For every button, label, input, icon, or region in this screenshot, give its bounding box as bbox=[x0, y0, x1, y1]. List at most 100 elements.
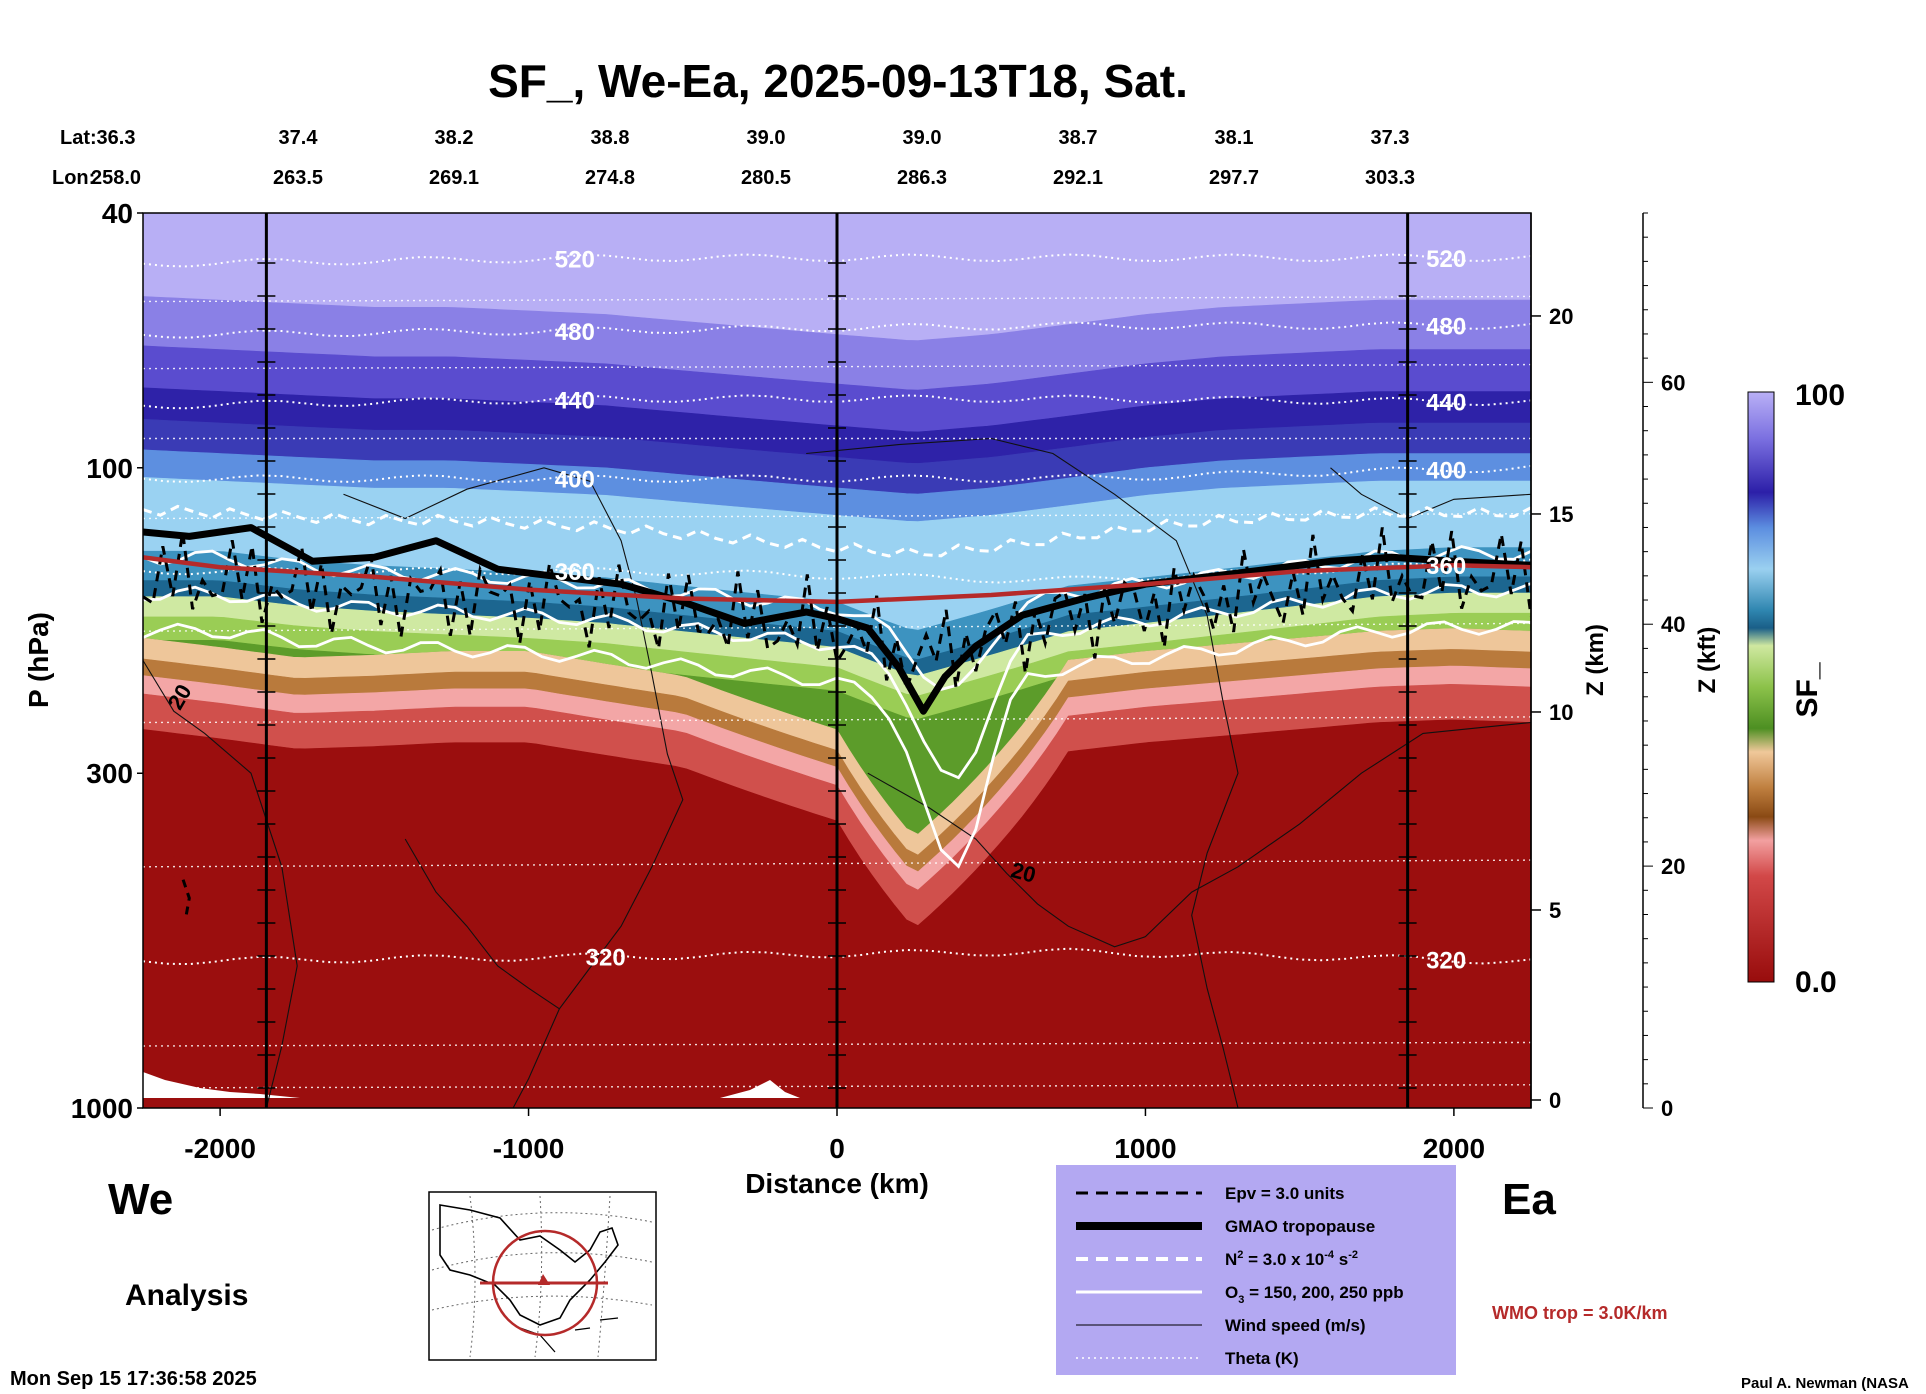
axes: 40 100 300 1000 -2000 -1000 0 1000 2000 0 5 10 15 20 0… bbox=[71, 198, 1686, 1164]
legend-label: Epv = 3.0 units bbox=[1225, 1184, 1345, 1203]
legend-label-part: N bbox=[1225, 1250, 1237, 1269]
theta-label: 480 bbox=[1426, 314, 1466, 341]
lon-value: 292.1 bbox=[1053, 167, 1103, 189]
legend-label-part: GMAO tropopause bbox=[1225, 1217, 1375, 1236]
x-tick-label: -1000 bbox=[493, 1133, 565, 1164]
gmao-tropopause-line bbox=[143, 524, 1531, 715]
credit: Paul A. Newman (NASA bbox=[1741, 1375, 1909, 1392]
analysis-label: Analysis bbox=[125, 1279, 248, 1312]
lat-label: Lat: bbox=[60, 127, 97, 149]
legend-label-part: s bbox=[1334, 1250, 1348, 1269]
theta-label: 440 bbox=[555, 387, 595, 414]
z-kft-label: Z (kft) bbox=[1694, 627, 1721, 694]
theta-label: 480 bbox=[555, 319, 595, 346]
theta-label: 520 bbox=[1426, 246, 1466, 273]
chart-title: SF_, We-Ea, 2025-09-13T18, Sat. bbox=[488, 55, 1188, 107]
theta-label: 320 bbox=[586, 945, 626, 972]
legend-label-part: = 3.0 x 10 bbox=[1243, 1250, 1324, 1269]
lat-value: 37.4 bbox=[279, 127, 319, 149]
legend-label-part: Epv = 3.0 units bbox=[1225, 1184, 1345, 1203]
lon-value: 286.3 bbox=[897, 167, 947, 189]
theta-label: 320 bbox=[1426, 948, 1466, 975]
y-tick-label: 40 bbox=[102, 198, 133, 229]
z-km-tick-label: 5 bbox=[1549, 898, 1561, 923]
epv-contours bbox=[143, 527, 1531, 916]
y-tick-label: 300 bbox=[86, 758, 133, 789]
legend: Epv = 3.0 units GMAO tropopause N2 = 3.0 x… bbox=[1076, 1184, 1404, 1368]
legend-box bbox=[1056, 1165, 1456, 1375]
lat-value: 39.0 bbox=[747, 127, 786, 149]
colorbar-max: 100 bbox=[1795, 379, 1845, 412]
lat-lon-row: 36.3 258.0 37.4 263.5 38.2 269.1 38.8 274.8 39.0… bbox=[91, 127, 1415, 189]
wind-line bbox=[806, 437, 1239, 1108]
lat-value: 37.3 bbox=[1371, 127, 1410, 149]
theta-label: 400 bbox=[555, 467, 595, 494]
lon-value: 280.5 bbox=[741, 167, 791, 189]
x-tick-label: 1000 bbox=[1114, 1133, 1176, 1164]
epv-line bbox=[181, 879, 191, 916]
wind-line bbox=[343, 467, 684, 1108]
wind-line bbox=[867, 721, 1531, 948]
theta-label: 520 bbox=[555, 246, 595, 273]
lat-value: 38.7 bbox=[1059, 127, 1098, 149]
wind-line bbox=[404, 838, 560, 1010]
vertical-markers bbox=[257, 213, 1417, 1108]
legend-label-part: 3 bbox=[1238, 1294, 1244, 1306]
y-axis-label: P (hPa) bbox=[23, 612, 54, 708]
z-kft-tick-label: 20 bbox=[1661, 854, 1685, 879]
lat-value: 38.1 bbox=[1215, 127, 1254, 149]
colorbar-label: SF_ bbox=[1791, 662, 1824, 717]
z-kft-tick-label: 40 bbox=[1661, 612, 1685, 637]
legend-label-part: -4 bbox=[1324, 1249, 1335, 1261]
lon-value: 258.0 bbox=[91, 167, 141, 189]
z-km-tick-label: 10 bbox=[1549, 700, 1573, 725]
x-tick-label: 0 bbox=[829, 1133, 845, 1164]
colorbar-min: 0.0 bbox=[1795, 966, 1837, 999]
z-km-tick-label: 20 bbox=[1549, 304, 1573, 329]
z-kft-tick-label: 60 bbox=[1661, 370, 1685, 395]
lon-value: 263.5 bbox=[273, 167, 323, 189]
legend-label-part: -2 bbox=[1348, 1249, 1358, 1261]
lat-value: 38.2 bbox=[435, 127, 474, 149]
lon-value: 269.1 bbox=[429, 167, 479, 189]
legend-label: N2 = 3.0 x 10-4 s-2 bbox=[1225, 1249, 1358, 1269]
wmo-note: WMO trop = 3.0K/km bbox=[1492, 1303, 1668, 1323]
y-tick-label: 1000 bbox=[71, 1093, 133, 1124]
x-tick-label: 2000 bbox=[1423, 1133, 1485, 1164]
lon-value: 274.8 bbox=[585, 167, 635, 189]
colorbar bbox=[1747, 391, 1775, 983]
inset-map bbox=[428, 1191, 657, 1361]
y-tick-label: 100 bbox=[86, 453, 133, 484]
x-axis-label: Distance (km) bbox=[745, 1168, 929, 1199]
n2-line bbox=[143, 504, 1531, 558]
timestamp: Mon Sep 15 17:36:58 2025 bbox=[10, 1368, 257, 1390]
legend-label: Theta (K) bbox=[1225, 1349, 1299, 1368]
lon-label: Lon: bbox=[52, 167, 95, 189]
east-label: Ea bbox=[1502, 1175, 1556, 1224]
lon-value: 297.7 bbox=[1209, 167, 1259, 189]
z-km-tick-label: 15 bbox=[1549, 502, 1573, 527]
z-km-label: Z (km) bbox=[1582, 624, 1609, 696]
west-label: We bbox=[108, 1175, 173, 1224]
theta-label: 400 bbox=[1426, 458, 1466, 485]
legend-label: GMAO tropopause bbox=[1225, 1217, 1375, 1236]
theta-label: 360 bbox=[555, 559, 595, 586]
legend-label-part: Wind speed (m/s) bbox=[1225, 1316, 1366, 1335]
lon-value: 303.3 bbox=[1365, 167, 1415, 189]
lat-value: 39.0 bbox=[903, 127, 942, 149]
theta-label: 360 bbox=[1426, 553, 1466, 580]
lat-value: 36.3 bbox=[97, 127, 136, 149]
legend-label-part: O bbox=[1225, 1283, 1238, 1302]
legend-label: Wind speed (m/s) bbox=[1225, 1316, 1366, 1335]
legend-label-part: 2 bbox=[1237, 1249, 1243, 1261]
legend-label: O3 = 150, 200, 250 ppb bbox=[1225, 1283, 1404, 1306]
z-kft-tick-label: 0 bbox=[1661, 1096, 1673, 1121]
legend-label-part: = 150, 200, 250 ppb bbox=[1244, 1283, 1403, 1302]
lat-value: 38.8 bbox=[591, 127, 630, 149]
legend-label-part: Theta (K) bbox=[1225, 1349, 1299, 1368]
ground-mask bbox=[143, 1072, 800, 1098]
z-km-tick-label: 0 bbox=[1549, 1088, 1561, 1113]
